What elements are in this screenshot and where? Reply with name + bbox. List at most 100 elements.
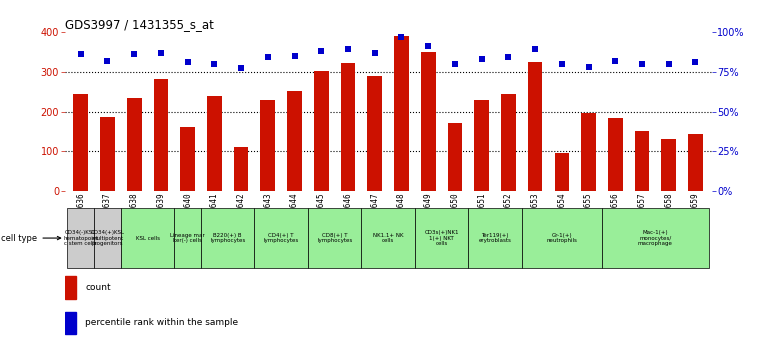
Text: GSM686648: GSM686648 <box>397 193 406 234</box>
Text: GSM686642: GSM686642 <box>237 193 246 234</box>
FancyBboxPatch shape <box>468 208 522 268</box>
Bar <box>154 79 168 191</box>
Text: percentile rank within the sample: percentile rank within the sample <box>85 318 238 327</box>
Point <box>262 55 274 60</box>
Point <box>209 61 221 67</box>
Bar <box>501 93 516 191</box>
Point <box>636 61 648 67</box>
Text: GSM686652: GSM686652 <box>504 193 513 234</box>
Text: NK1.1+ NK
cells: NK1.1+ NK cells <box>373 233 403 244</box>
FancyBboxPatch shape <box>121 208 174 268</box>
Text: GSM686639: GSM686639 <box>157 193 165 234</box>
Bar <box>73 93 88 191</box>
Bar <box>555 153 569 191</box>
Text: CD34(-)KSL
hematopoiet
c stem cells: CD34(-)KSL hematopoiet c stem cells <box>63 230 98 246</box>
Text: GSM686658: GSM686658 <box>664 193 673 234</box>
Text: GSM686656: GSM686656 <box>611 193 619 234</box>
Text: Ter119(+)
erytroblasts: Ter119(+) erytroblasts <box>479 233 511 244</box>
Point <box>689 59 702 65</box>
Point <box>582 64 594 70</box>
Text: GSM686644: GSM686644 <box>290 193 299 234</box>
Bar <box>127 98 142 191</box>
FancyBboxPatch shape <box>68 208 94 268</box>
Text: B220(+) B
lymphocytes: B220(+) B lymphocytes <box>210 233 245 244</box>
Text: CD8(+) T
lymphocytes: CD8(+) T lymphocytes <box>317 233 352 244</box>
Text: GSM686638: GSM686638 <box>129 193 139 234</box>
Point <box>235 66 247 72</box>
FancyBboxPatch shape <box>94 208 121 268</box>
Text: GSM686654: GSM686654 <box>557 193 566 234</box>
Point <box>610 58 622 63</box>
Text: KSL cells: KSL cells <box>135 235 160 241</box>
Bar <box>474 101 489 191</box>
Point <box>449 61 461 67</box>
Text: GSM686653: GSM686653 <box>530 193 540 234</box>
Bar <box>234 147 248 191</box>
Bar <box>661 139 676 191</box>
Point <box>502 55 514 60</box>
Bar <box>287 91 302 191</box>
Text: count: count <box>85 283 111 292</box>
Bar <box>528 62 543 191</box>
Text: Gr-1(+)
neutrophils: Gr-1(+) neutrophils <box>546 233 578 244</box>
Bar <box>368 76 382 191</box>
Text: GSM686645: GSM686645 <box>317 193 326 234</box>
Text: GSM686641: GSM686641 <box>210 193 219 234</box>
FancyBboxPatch shape <box>254 208 308 268</box>
FancyBboxPatch shape <box>522 208 602 268</box>
Point <box>101 58 113 63</box>
Point <box>75 51 87 57</box>
Bar <box>260 101 275 191</box>
Bar <box>65 312 76 334</box>
FancyBboxPatch shape <box>201 208 254 268</box>
Point <box>422 44 435 49</box>
Point <box>128 51 140 57</box>
Text: GSM686659: GSM686659 <box>691 193 700 234</box>
Point <box>529 47 541 52</box>
Text: GSM686647: GSM686647 <box>371 193 379 234</box>
Bar <box>421 52 435 191</box>
Point <box>556 61 568 67</box>
FancyBboxPatch shape <box>602 208 708 268</box>
FancyBboxPatch shape <box>308 208 361 268</box>
Point <box>368 50 380 55</box>
Bar <box>635 131 649 191</box>
Bar <box>581 113 596 191</box>
Point <box>396 34 408 40</box>
Bar <box>180 127 195 191</box>
Text: GSM686637: GSM686637 <box>103 193 112 234</box>
Text: CD34(+)KSL
multipotent
progenitors: CD34(+)KSL multipotent progenitors <box>91 230 125 246</box>
Point <box>154 50 167 55</box>
Text: CD3s(+)NK1
1(+) NKT
cells: CD3s(+)NK1 1(+) NKT cells <box>425 230 459 246</box>
Text: Lineage mar
ker(-) cells: Lineage mar ker(-) cells <box>170 233 205 244</box>
Text: GSM686655: GSM686655 <box>584 193 593 234</box>
Bar <box>207 96 221 191</box>
Text: cell type: cell type <box>2 234 61 242</box>
Text: GSM686643: GSM686643 <box>263 193 272 234</box>
Bar <box>314 71 329 191</box>
Text: GSM686657: GSM686657 <box>638 193 647 234</box>
Point <box>663 61 675 67</box>
Bar <box>341 63 355 191</box>
Bar <box>65 276 76 299</box>
Text: CD4(+) T
lymphocytes: CD4(+) T lymphocytes <box>263 233 299 244</box>
Point <box>342 47 354 52</box>
Bar <box>447 123 462 191</box>
FancyBboxPatch shape <box>361 208 415 268</box>
Point <box>288 53 301 58</box>
Text: GDS3997 / 1431355_s_at: GDS3997 / 1431355_s_at <box>65 18 214 31</box>
Text: GSM686650: GSM686650 <box>451 193 460 234</box>
Text: GSM686651: GSM686651 <box>477 193 486 234</box>
Bar <box>688 134 703 191</box>
Text: GSM686649: GSM686649 <box>424 193 433 234</box>
Point <box>476 56 488 62</box>
Text: Mac-1(+)
monocytes/
macrophage: Mac-1(+) monocytes/ macrophage <box>638 230 673 246</box>
Text: GSM686636: GSM686636 <box>76 193 85 234</box>
Bar <box>394 36 409 191</box>
Bar <box>608 118 622 191</box>
Bar <box>100 118 115 191</box>
Point <box>182 59 194 65</box>
Text: GSM686646: GSM686646 <box>343 193 352 234</box>
Text: GSM686640: GSM686640 <box>183 193 192 234</box>
FancyBboxPatch shape <box>415 208 468 268</box>
